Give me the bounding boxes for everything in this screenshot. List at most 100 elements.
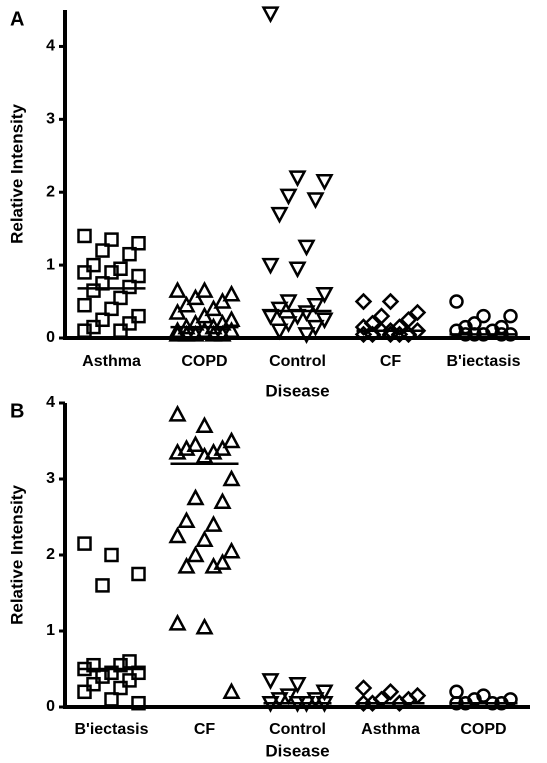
point — [222, 682, 241, 700]
y-tick-label: 2 — [46, 546, 55, 563]
point — [390, 318, 409, 336]
y-tick-label: 0 — [46, 698, 55, 715]
point — [122, 316, 137, 331]
point — [177, 438, 196, 456]
point — [372, 690, 391, 709]
point — [77, 536, 92, 551]
point — [177, 556, 196, 574]
point — [113, 680, 128, 696]
point — [95, 578, 110, 593]
point — [186, 288, 205, 306]
point — [104, 232, 119, 247]
point — [195, 446, 214, 464]
point — [476, 308, 491, 324]
point — [195, 530, 214, 548]
x-tick-label: B'iectasis — [446, 353, 520, 370]
x-tick-label: B'iectasis — [74, 721, 148, 738]
y-tick-label: 1 — [46, 256, 55, 273]
point — [95, 669, 110, 684]
point — [261, 6, 280, 24]
point — [186, 435, 205, 453]
point — [297, 239, 316, 257]
point — [77, 265, 92, 280]
y-tick-label: 3 — [46, 470, 55, 487]
point — [222, 431, 241, 449]
point — [297, 327, 316, 344]
point — [204, 442, 223, 460]
panel-label: A — [10, 8, 24, 30]
point — [86, 676, 101, 692]
point — [222, 321, 241, 338]
x-tick-label: CF — [380, 353, 402, 370]
point — [279, 188, 298, 206]
point — [86, 257, 101, 273]
y-tick-label: 2 — [46, 183, 55, 200]
point — [168, 321, 187, 338]
point — [104, 265, 119, 280]
point — [354, 694, 373, 712]
x-tick-label: CF — [194, 721, 216, 738]
point — [270, 206, 289, 224]
point — [485, 323, 500, 338]
point — [122, 246, 137, 262]
point — [77, 297, 92, 313]
x-tick-label: COPD — [181, 353, 227, 370]
point — [399, 690, 418, 709]
point — [77, 684, 92, 700]
point — [77, 323, 92, 338]
point — [131, 695, 146, 711]
point — [168, 280, 187, 298]
point — [195, 617, 214, 635]
point — [354, 292, 373, 311]
y-tick-label: 4 — [46, 38, 55, 55]
point — [195, 321, 214, 338]
point — [77, 228, 92, 244]
point — [315, 287, 334, 304]
point — [168, 526, 187, 544]
point — [95, 312, 110, 328]
point — [113, 290, 128, 306]
point — [122, 654, 137, 669]
point — [261, 673, 280, 691]
point — [131, 566, 146, 582]
point — [113, 323, 128, 338]
point — [381, 292, 400, 311]
point — [168, 613, 187, 631]
point — [95, 243, 110, 258]
point — [168, 324, 187, 342]
point — [131, 665, 146, 681]
point — [315, 174, 334, 191]
point — [86, 319, 101, 335]
point — [390, 694, 409, 712]
point — [213, 324, 232, 342]
point — [288, 170, 307, 188]
point — [177, 295, 196, 313]
point — [458, 319, 473, 335]
point — [168, 302, 187, 320]
point — [168, 442, 187, 460]
point — [494, 319, 509, 335]
point — [222, 284, 241, 302]
x-tick-label: Asthma — [82, 353, 141, 370]
point — [213, 552, 232, 570]
point — [204, 514, 223, 532]
point — [354, 318, 373, 336]
point — [372, 321, 391, 340]
point — [168, 404, 187, 422]
y-axis-label: Relative Intensity — [7, 104, 26, 244]
point — [288, 261, 307, 279]
point — [270, 323, 289, 341]
point — [131, 268, 146, 284]
point — [186, 545, 205, 563]
point — [131, 235, 146, 251]
x-tick-label: Asthma — [361, 721, 420, 738]
point — [408, 321, 427, 340]
y-tick-label: 1 — [46, 622, 55, 639]
point — [222, 541, 241, 559]
point — [288, 676, 307, 694]
point — [213, 438, 232, 456]
point — [354, 325, 373, 344]
x-axis-label: Disease — [265, 381, 329, 400]
point — [449, 323, 464, 338]
